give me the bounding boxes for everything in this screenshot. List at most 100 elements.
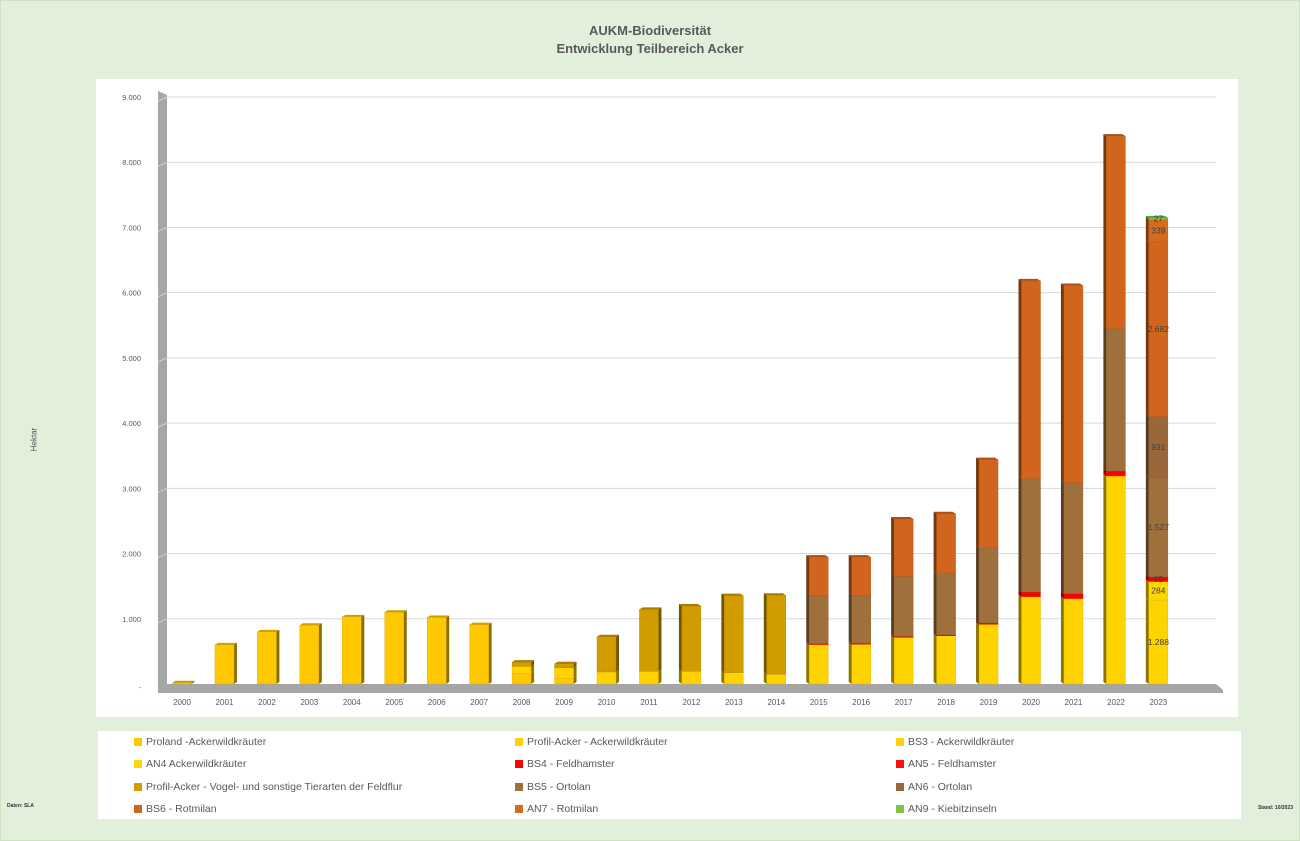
legend-label: BS4 - Feldhamster bbox=[527, 758, 615, 771]
bar-segment bbox=[596, 636, 617, 673]
bar-side bbox=[848, 555, 852, 596]
bar-segment bbox=[936, 572, 956, 635]
y-tick-label: 1.000 bbox=[122, 615, 141, 624]
bar-side bbox=[976, 622, 980, 684]
x-tick-label: 2013 bbox=[725, 698, 743, 707]
data-label: 1.527 bbox=[1148, 522, 1170, 532]
bar-side bbox=[1145, 239, 1149, 417]
bar-side bbox=[976, 621, 980, 625]
bar-segment bbox=[469, 624, 489, 685]
bar-side bbox=[1145, 475, 1149, 577]
bar-side bbox=[531, 660, 535, 667]
x-tick-label: 2010 bbox=[598, 698, 616, 707]
bar-side bbox=[891, 635, 895, 684]
bar-segment bbox=[1063, 482, 1084, 594]
legend-item: AN7 - Rotmilan bbox=[515, 798, 896, 820]
bar-segment bbox=[978, 547, 999, 624]
bar-segment bbox=[596, 671, 617, 685]
bar-side bbox=[806, 555, 810, 596]
legend-item: AN4 Ackerwildkräuter bbox=[134, 753, 515, 775]
legend-item: AN9 - Kiebitzinseln bbox=[896, 798, 1241, 820]
bar-segment bbox=[681, 605, 702, 672]
bar-side bbox=[1145, 215, 1149, 220]
legend-item: Profil-Acker - Vogel- und sonstige Tiera… bbox=[134, 776, 515, 798]
bar-top bbox=[721, 593, 744, 596]
wall-tick bbox=[157, 96, 168, 102]
bar-segment bbox=[1021, 591, 1041, 597]
wall-tick bbox=[157, 487, 168, 493]
legend-label: Profil-Acker - Vogel- und sonstige Tiera… bbox=[146, 780, 403, 793]
bar-top bbox=[469, 622, 492, 625]
x-tick-label: 2016 bbox=[852, 698, 870, 707]
data-label: 284 bbox=[1151, 586, 1165, 596]
bar-side bbox=[806, 642, 810, 684]
bar-segment bbox=[893, 576, 914, 637]
legend-label: AN9 - Kiebitzinseln bbox=[908, 803, 997, 816]
bar-segment bbox=[1063, 598, 1084, 685]
x-tick-label: 2020 bbox=[1022, 698, 1040, 707]
bar-side bbox=[1018, 590, 1022, 597]
bar-side bbox=[806, 593, 810, 644]
data-labels: 1.288 284 69 1.527 931 2.682 339 27 bbox=[1148, 214, 1170, 647]
bar-side bbox=[531, 671, 535, 684]
axis-walls bbox=[158, 91, 1223, 693]
bar-segment bbox=[978, 624, 999, 685]
bar-top bbox=[257, 629, 280, 632]
bar-top bbox=[512, 660, 535, 663]
bar-top bbox=[639, 607, 662, 610]
data-label: 2.682 bbox=[1148, 324, 1170, 334]
bar-segment bbox=[384, 612, 404, 685]
bar-side bbox=[1103, 469, 1107, 476]
bar-top bbox=[1018, 278, 1041, 281]
bar-segment bbox=[1063, 593, 1084, 599]
bar-top bbox=[172, 680, 195, 683]
bar-side bbox=[446, 615, 450, 684]
bar-top bbox=[1145, 215, 1168, 218]
bar-segment bbox=[554, 678, 574, 685]
bar-side bbox=[233, 642, 237, 684]
legend-label: AN5 - Feldhamster bbox=[908, 758, 997, 771]
bar-side bbox=[531, 664, 535, 674]
bar-segment bbox=[427, 617, 447, 685]
bar-segment bbox=[936, 513, 956, 573]
x-axis-ticks: 2000 2001 2002 2003 2004 2005 2006 2007 2008 2009… bbox=[173, 698, 1168, 707]
bar-segment bbox=[1063, 285, 1084, 483]
bar-segment bbox=[724, 672, 744, 685]
bar-segment bbox=[299, 625, 320, 685]
bar-top bbox=[848, 555, 871, 558]
x-tick-label: 2011 bbox=[640, 698, 658, 707]
bar-segment bbox=[342, 616, 362, 685]
bar-side bbox=[1145, 574, 1149, 582]
bar-side bbox=[318, 623, 322, 684]
x-tick-label: 2005 bbox=[385, 698, 403, 707]
y-tick-label: 6.000 bbox=[122, 289, 141, 298]
bar-segment bbox=[1021, 478, 1041, 593]
wall-tick bbox=[157, 292, 168, 298]
y-axis-ticks: - 1.000 2.000 3.000 4.000 5.000 6.000 7.000 8.00… bbox=[122, 93, 141, 692]
legend-item: BS3 - Ackerwildkräuter bbox=[896, 731, 1241, 753]
bar-side bbox=[678, 604, 682, 672]
bar-segment bbox=[1106, 470, 1126, 477]
gridlines bbox=[157, 96, 1216, 624]
wall-tick bbox=[157, 422, 168, 428]
bars bbox=[172, 134, 1169, 685]
y-tick-label: 4.000 bbox=[122, 419, 141, 428]
bar-side bbox=[658, 607, 662, 672]
x-tick-label: 2019 bbox=[980, 698, 998, 707]
bar-segment bbox=[978, 459, 999, 548]
legend-marker-icon bbox=[515, 738, 523, 747]
y-tick-label: 9.000 bbox=[122, 93, 141, 102]
wall-tick bbox=[157, 553, 168, 559]
bar-side bbox=[1103, 473, 1107, 684]
bar-top bbox=[976, 457, 999, 460]
bar-segment bbox=[1021, 596, 1041, 685]
x-tick-label: 2017 bbox=[895, 698, 913, 707]
legend-label: AN6 - Ortolan bbox=[908, 780, 973, 793]
bar-side bbox=[933, 633, 937, 684]
x-tick-label: 2009 bbox=[555, 698, 573, 707]
bar-side bbox=[763, 672, 767, 684]
chart-title: AUKM-Biodiversität Entwicklung Teilberei… bbox=[1, 22, 1299, 58]
bar-side bbox=[573, 665, 577, 679]
y-axis-label: Hektar bbox=[29, 427, 39, 452]
